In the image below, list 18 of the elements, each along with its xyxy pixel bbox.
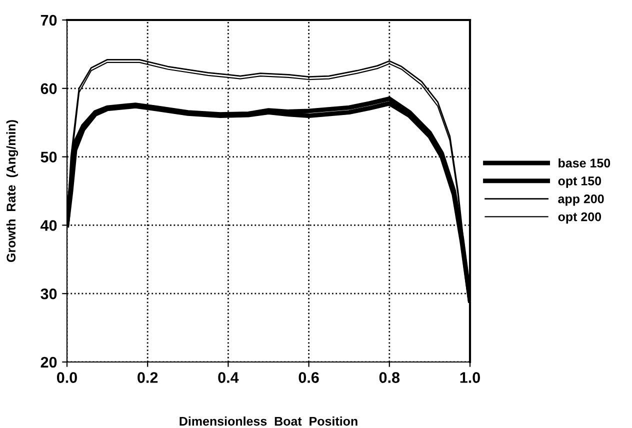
legend-label: app 200	[558, 194, 604, 206]
y-tick-label: 20	[40, 356, 57, 368]
legend-label: opt 150	[558, 176, 602, 188]
x-tick-label: 0.2	[138, 372, 158, 383]
x-tick-label: 0.0	[56, 372, 77, 383]
x-tick-label: 0.6	[298, 372, 319, 383]
legend-label: base 150	[558, 158, 610, 168]
x-tick-label: 0.8	[379, 372, 400, 383]
y-tick-label: 70	[40, 14, 57, 26]
y-axis-title: Growth Rate (Ang/min)	[6, 120, 18, 262]
x-tick-label: 1.0	[460, 372, 480, 383]
x-axis-title: Dimensionless Boat Position	[180, 416, 358, 426]
y-tick-label: 30	[40, 288, 57, 300]
legend-label: opt 200	[558, 212, 602, 224]
y-tick-label: 40	[40, 220, 57, 231]
x-tick-label: 0.4	[218, 372, 239, 383]
y-tick-label: 50	[40, 152, 57, 162]
y-tick-label: 60	[40, 83, 57, 94]
